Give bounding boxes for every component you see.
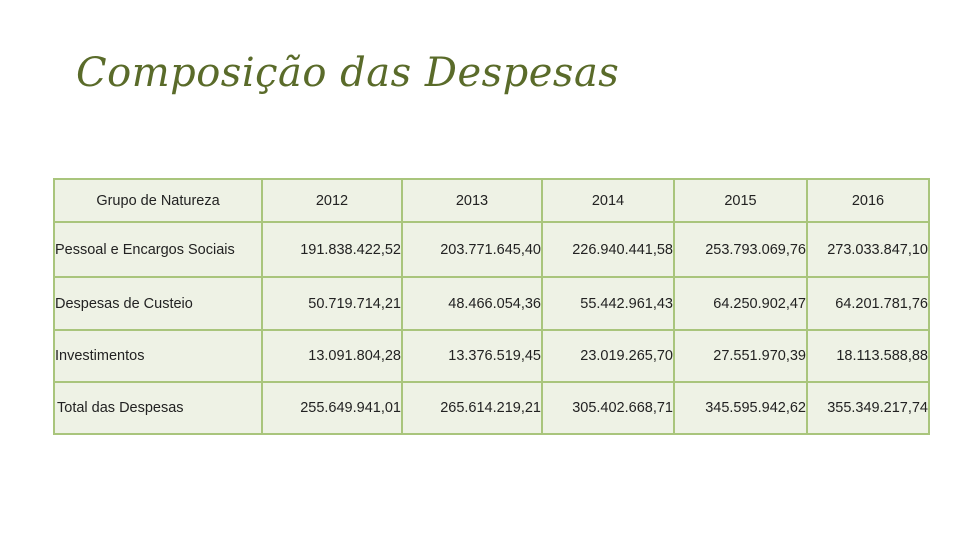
table-cell: 13.376.519,45 [401,329,543,383]
header-2013: 2013 [401,178,543,223]
header-grupo: Grupo de Natureza [53,178,263,223]
table-cell: 18.113.588,88 [806,329,930,383]
expenses-table: Grupo de Natureza 2012 2013 2014 2015 20… [53,178,930,435]
row-label: Despesas de Custeio [53,276,263,331]
table-cell: 64.250.902,47 [673,276,808,331]
table-cell: 355.349.217,74 [806,381,930,435]
table-cell: 203.771.645,40 [401,221,543,278]
row-label: Investimentos [53,329,263,383]
header-2014: 2014 [541,178,675,223]
table-cell: 48.466.054,36 [401,276,543,331]
table-row: Despesas de Custeio 50.719.714,21 48.466… [53,276,930,331]
table-cell: 265.614.219,21 [401,381,543,435]
table-row-total: Total das Despesas 255.649.941,01 265.61… [53,381,930,435]
table-header-row: Grupo de Natureza 2012 2013 2014 2015 20… [53,178,930,223]
row-label: Total das Despesas [53,381,263,435]
table-cell: 50.719.714,21 [261,276,403,331]
header-2012: 2012 [261,178,403,223]
table-cell: 226.940.441,58 [541,221,675,278]
table-cell: 345.595.942,62 [673,381,808,435]
page-title: Composição das Despesas [76,50,620,96]
header-2015: 2015 [673,178,808,223]
table-cell: 305.402.668,71 [541,381,675,435]
row-label: Pessoal e Encargos Sociais [53,221,263,278]
table-cell: 23.019.265,70 [541,329,675,383]
table-cell: 253.793.069,76 [673,221,808,278]
table-cell: 273.033.847,10 [806,221,930,278]
header-2016: 2016 [806,178,930,223]
table-cell: 13.091.804,28 [261,329,403,383]
table-cell: 27.551.970,39 [673,329,808,383]
table-cell: 64.201.781,76 [806,276,930,331]
table-cell: 255.649.941,01 [261,381,403,435]
table-row: Investimentos 13.091.804,28 13.376.519,4… [53,329,930,383]
table-cell: 55.442.961,43 [541,276,675,331]
table-cell: 191.838.422,52 [261,221,403,278]
table-row: Pessoal e Encargos Sociais 191.838.422,5… [53,221,930,278]
